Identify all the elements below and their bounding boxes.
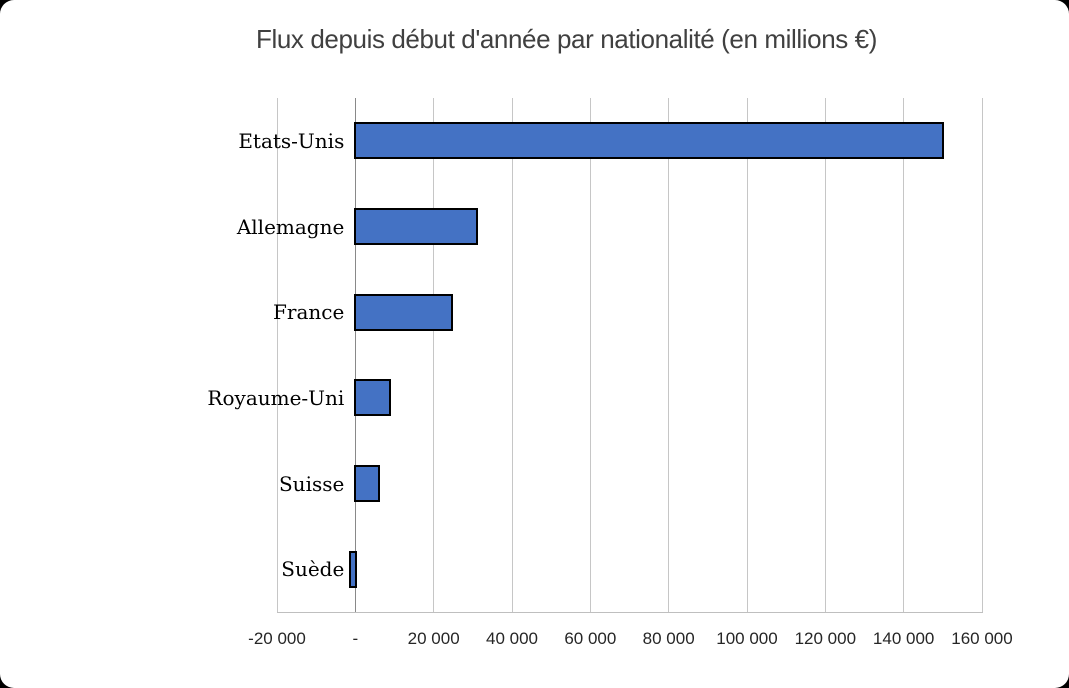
bar [353, 293, 453, 331]
gridline [746, 98, 748, 612]
category-label: Allemagne [236, 214, 345, 239]
gridline [824, 98, 826, 612]
x-tick-label: 100 000 [716, 629, 778, 648]
category-label: Suède [281, 557, 345, 582]
category-label: Suisse [278, 471, 345, 496]
x-tick-label: 140 000 [872, 629, 935, 648]
gridline [433, 98, 435, 612]
bar [353, 208, 479, 245]
x-tick-label: 60 000 [564, 629, 617, 648]
x-tick-label: -20 000 [248, 629, 306, 648]
category-label: France [273, 300, 345, 325]
bar [353, 465, 381, 502]
gridline [668, 98, 670, 612]
gridline [589, 98, 591, 612]
x-tick-label: 80 000 [642, 629, 695, 648]
chart-title: Flux depuis début d'année par nationalit… [255, 24, 877, 54]
x-tick-label: 160 000 [951, 629, 1013, 648]
gridline [981, 98, 983, 612]
gridline [276, 98, 278, 612]
x-tick-label: 20 000 [407, 629, 460, 648]
x-tick-label: 120 000 [794, 629, 857, 648]
category-label: Etats-Unis [238, 128, 345, 153]
x-axis-line [277, 612, 983, 613]
bar [353, 379, 391, 417]
gridline [511, 98, 513, 612]
bar [353, 122, 945, 160]
zero-axis-line [354, 98, 356, 612]
gridline [903, 98, 905, 612]
category-label: Royaume-Uni [207, 385, 345, 410]
x-tick-label: 40 000 [486, 629, 538, 648]
x-tick-label: - [352, 629, 359, 648]
bar [348, 550, 357, 588]
